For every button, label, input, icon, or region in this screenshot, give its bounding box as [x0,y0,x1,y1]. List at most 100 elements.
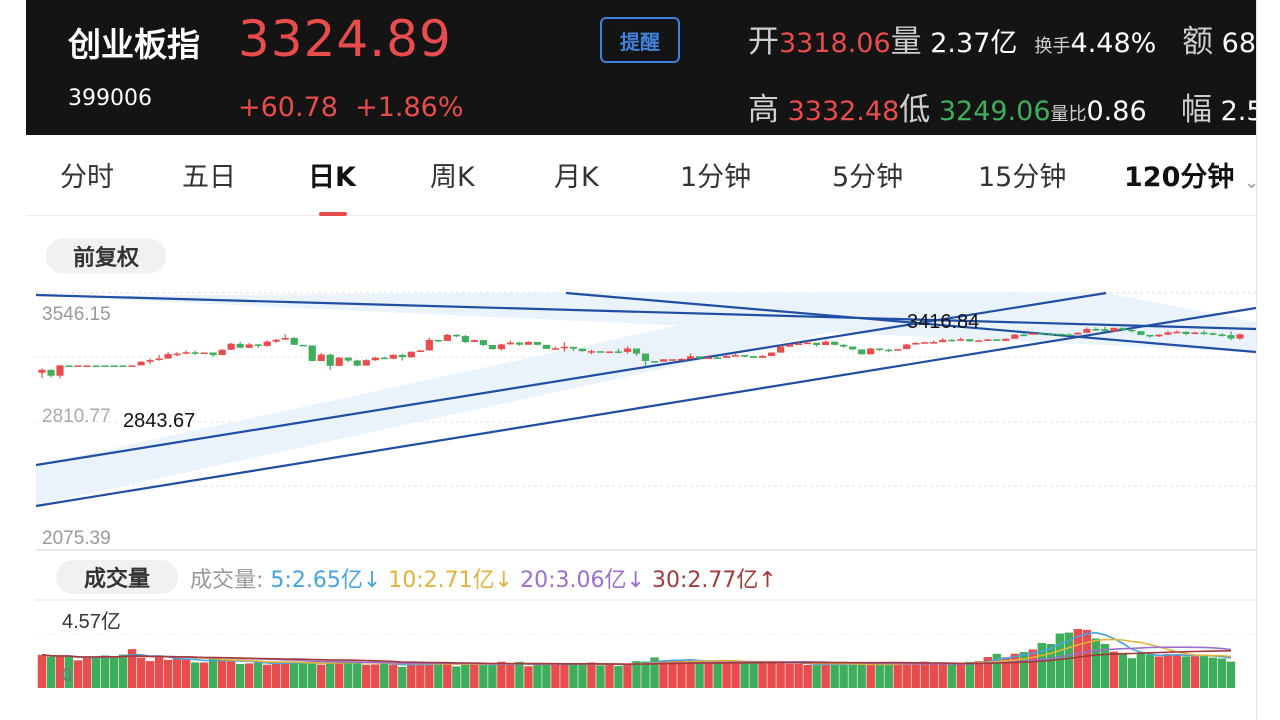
candle [47,369,55,378]
volume-bar [857,663,866,688]
candle-body [894,349,902,351]
candle [452,334,460,338]
candle-body [993,339,1001,341]
volume-bar [1064,632,1074,688]
candle [92,365,100,367]
chevron-down-icon[interactable]: ⌄ [1244,172,1256,193]
volume-bar [893,664,902,688]
tab-five-day[interactable]: 五日 [182,162,236,193]
candle-body [173,353,181,356]
candle [1209,332,1217,336]
tab-5min[interactable]: 5分钟 [832,162,904,193]
candle [731,353,740,357]
candle-body [768,352,776,356]
candle-body [740,355,749,357]
volume-bar [317,664,326,688]
candle [813,342,821,347]
volume-bar [578,664,587,688]
volume-bar [73,660,83,688]
candle-body [263,341,271,346]
volume-bar [1154,656,1164,688]
volume-bar [686,659,695,688]
candle [128,365,136,367]
candle-body [1209,333,1217,335]
alert-button[interactable]: 提醒 [600,17,680,63]
tab-1min[interactable]: 1分钟 [680,162,752,193]
kline-chart[interactable]: 3546.15 2810.77 2075.39 2843.67 3416.84 … [26,0,1256,720]
volume-bar [515,661,524,688]
channel-line [36,306,1256,508]
volume-title[interactable]: 成交量 [56,560,178,594]
volume-bar [55,656,65,688]
candle [939,338,947,343]
tab-weekly-k[interactable]: 周K [430,162,475,193]
volume-bar [902,663,911,688]
candle [470,339,478,342]
volume-bar [1118,653,1128,688]
volume-bar [127,649,137,688]
volume-bar [668,660,677,688]
candle-body [632,348,641,354]
candle-body [209,352,217,356]
candle [677,358,686,361]
candle-body [191,352,199,354]
candle-body [326,354,334,366]
period-tabs: 分时 五日 日K 周K 月K 1分钟 5分钟 15分钟 120分钟 [26,155,1256,216]
candle-body [110,365,118,367]
candle-body [452,334,460,337]
candle-body [939,339,947,343]
candle [1092,327,1100,331]
candle-body [335,357,343,366]
candle [777,344,785,353]
candle-body [858,349,866,355]
tab-monthly-k[interactable]: 月K [554,162,599,193]
volume-bar [1127,658,1137,688]
tab-120min[interactable]: 120分钟 [1124,162,1235,193]
candle-body [1128,329,1136,332]
tab-intraday[interactable]: 分时 [60,162,114,193]
volume-bar [587,662,596,688]
candle-body [1182,331,1190,334]
ma20-legend-text: 20:3.06亿 [520,568,627,593]
candle [668,359,677,361]
last-price: 3324.89 [238,10,452,68]
channel-line [36,293,1256,331]
candle-body [903,344,911,350]
volume-bar [749,663,758,688]
annotation-low: 2843.67 [123,410,195,432]
candle-body [804,342,812,345]
volume-bar [389,664,398,688]
candle-body [885,349,893,352]
tab-daily-k[interactable]: 日K [308,162,356,193]
volume-bar [353,661,362,688]
active-tab-indicator [319,212,347,216]
candle [83,365,91,367]
volume-bar [1163,654,1173,688]
candle-body [659,359,668,362]
tab-15min[interactable]: 15分钟 [978,162,1067,193]
candle [290,336,298,345]
adjust-button[interactable]: 前复权 [46,238,166,274]
candle [155,355,163,361]
volume-bar [974,661,983,688]
candle [993,339,1001,341]
volume-bar [479,664,488,688]
candle-body [966,339,974,342]
candle [876,348,884,351]
channel-band-falling [36,293,1256,352]
candle-body [551,348,560,350]
candle-body [434,339,442,342]
volume-bar [344,661,353,688]
candle-body [389,354,397,359]
candle-body [623,348,632,352]
volume-bar [677,660,686,688]
candle [335,357,343,366]
volume-bar [434,662,443,688]
candle-body [1119,327,1127,330]
candle-body [1110,327,1118,332]
volume-bar [803,664,812,688]
volume-bar [839,663,848,688]
volume-bar [281,662,290,688]
candle-body [155,358,163,361]
candle [903,343,911,350]
